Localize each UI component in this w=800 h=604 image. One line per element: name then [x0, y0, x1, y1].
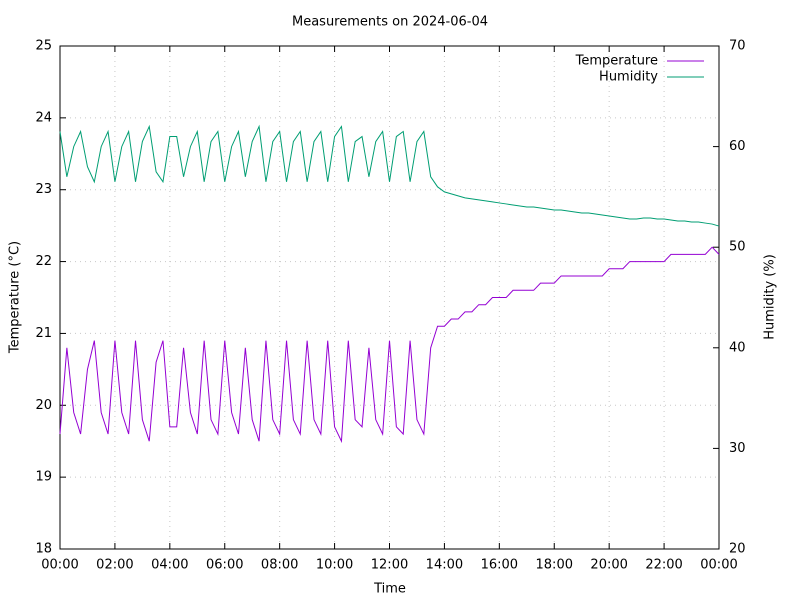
x-tick-label: 20:00: [590, 558, 627, 573]
x-tick-label: 18:00: [536, 558, 573, 573]
y-tick-label: 24: [35, 110, 52, 125]
chart-title: Measurements on 2024-06-04: [292, 15, 488, 30]
y-tick-label: 23: [35, 182, 52, 197]
plot-frame: [59, 45, 720, 550]
x-tick-label: 06:00: [206, 558, 243, 573]
y-tick-label: 25: [35, 39, 52, 54]
y-tick-label: 19: [35, 470, 52, 485]
y-tick-label: 18: [35, 542, 52, 557]
y2-tick-label: 70: [729, 39, 746, 54]
y2-axis-label: Humidity (%): [763, 254, 778, 340]
x-tick-label: 00:00: [700, 558, 737, 573]
y-tick-label: 20: [35, 398, 52, 413]
x-tick-label: 14:00: [426, 558, 463, 573]
x-tick-label: 12:00: [371, 558, 408, 573]
x-tick-label: 22:00: [645, 558, 682, 573]
data-line: [59, 124, 720, 227]
y2-tick-label: 30: [729, 441, 746, 456]
x-tick-label: 02:00: [96, 558, 133, 573]
y2-tick-label: 20: [729, 542, 746, 557]
y-tick-label: 21: [35, 326, 52, 341]
x-tick-label: 04:00: [151, 558, 188, 573]
x-tick-label: 16:00: [481, 558, 518, 573]
x-tick-label: 00:00: [41, 558, 78, 573]
data-line: [59, 246, 720, 444]
x-tick-label: 10:00: [316, 558, 353, 573]
y2-tick-label: 40: [729, 340, 746, 355]
x-axis-label: Time: [373, 582, 406, 597]
y2-tick-label: 50: [729, 240, 746, 255]
y-axis-label: Temperature (°C): [8, 241, 23, 354]
y2-tick-label: 60: [729, 139, 746, 154]
legend-label: Humidity: [599, 70, 658, 85]
legend-label: Temperature: [575, 54, 658, 69]
y-tick-label: 22: [35, 254, 52, 269]
x-tick-label: 08:00: [261, 558, 298, 573]
